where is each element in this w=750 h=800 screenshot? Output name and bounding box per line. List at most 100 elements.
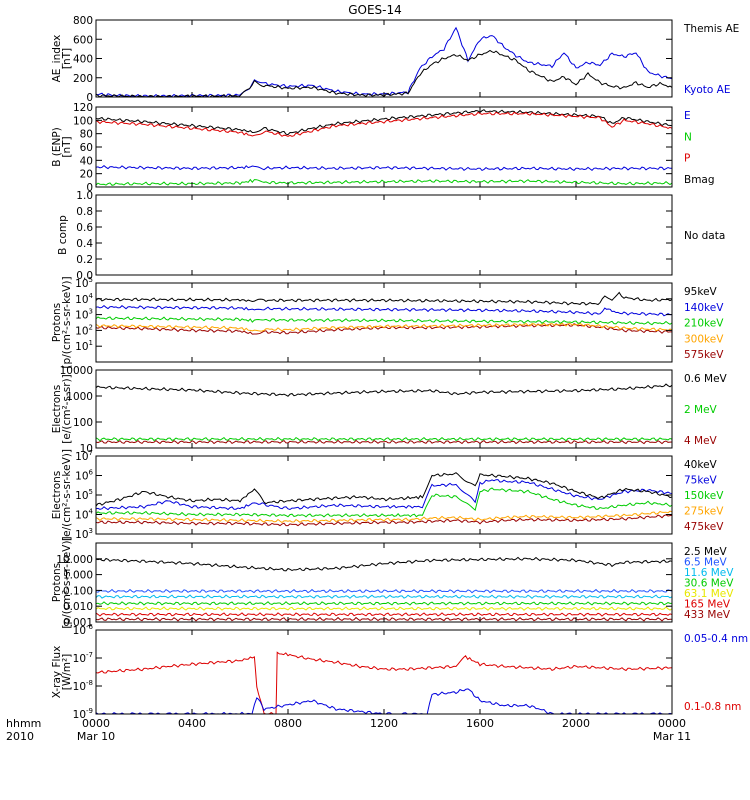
series-line-protons1-3 bbox=[95, 304, 672, 317]
y-axis-label: B comp bbox=[57, 215, 69, 255]
time-tick-label: 0000 bbox=[82, 717, 110, 730]
series-line-protons1-2 bbox=[95, 316, 673, 326]
legend-item: 63.1 MeV bbox=[684, 588, 734, 600]
series-line-b-0 bbox=[95, 109, 673, 136]
y-tick-label: 10 bbox=[80, 443, 93, 455]
y-axis-label: [p/(cm²-s-sr-keV)] bbox=[61, 276, 73, 368]
y-tick-label: 0 bbox=[86, 92, 93, 104]
series-line-protons2-4 bbox=[95, 594, 673, 599]
series-line-ae-1 bbox=[95, 49, 673, 98]
series-line-protons1-4 bbox=[95, 291, 673, 306]
panel-protons2: 0.001 0.010 0.100 1.000 10.000Protons[p/(cm²… bbox=[51, 536, 734, 629]
y-tick-label: 100 bbox=[73, 115, 93, 127]
panel-frame bbox=[95, 369, 673, 449]
series-line-b-1 bbox=[95, 111, 673, 137]
y-tick-label: 40 bbox=[80, 155, 93, 167]
series-line-b-3 bbox=[95, 164, 672, 172]
y-axis-label: Electrons bbox=[51, 385, 63, 434]
y-tick-label: 101 bbox=[75, 339, 93, 353]
y-tick-label: 105 bbox=[75, 488, 93, 502]
y-tick-label: 0.2 bbox=[76, 254, 93, 266]
y-tick-label: 0.8 bbox=[76, 206, 93, 218]
legend-item: 165 MeV bbox=[684, 599, 731, 611]
legend-item: 0.05-0.4 nm bbox=[684, 633, 748, 645]
y-tick-label: 1.0 bbox=[76, 190, 93, 202]
series-line-protons2-6 bbox=[95, 556, 673, 572]
legend-item: 4 MeV bbox=[684, 435, 718, 447]
y-tick-label: 0.0 bbox=[76, 270, 93, 282]
y-tick-label: 0.100 bbox=[63, 585, 93, 597]
legend-item: 40keV bbox=[684, 459, 718, 471]
panel-frame bbox=[95, 194, 673, 276]
series-line-electrons2-4 bbox=[95, 472, 673, 507]
series-line-ae-0 bbox=[95, 26, 673, 98]
legend-item: N bbox=[684, 131, 692, 143]
series-line-protons2-5 bbox=[95, 588, 673, 594]
y-tick-label: 20 bbox=[80, 169, 93, 181]
y-axis-label: Electrons bbox=[51, 471, 63, 520]
y-tick-label: 60 bbox=[80, 142, 93, 154]
series-line-electrons2-1 bbox=[95, 510, 673, 524]
legend-item: 475keV bbox=[684, 521, 724, 533]
y-tick-label: 102 bbox=[75, 323, 93, 337]
legend-item: 275keV bbox=[684, 506, 724, 518]
y-axis-label: [e/(cm²-s-sr)] bbox=[61, 374, 73, 443]
y-tick-label: 800 bbox=[73, 15, 93, 27]
panel-frame bbox=[95, 542, 673, 623]
date-label: Mar 11 bbox=[653, 730, 691, 743]
time-tick-label: 0800 bbox=[274, 717, 302, 730]
legend-item: 2 MeV bbox=[684, 404, 718, 416]
time-axis-prefix-top: hhmm bbox=[6, 717, 41, 730]
series-line-electrons2-0 bbox=[95, 514, 673, 527]
series-line-electrons1-0 bbox=[95, 439, 673, 445]
y-axis-label: [nT] bbox=[61, 48, 73, 69]
legend-item: Kyoto AE bbox=[684, 84, 730, 96]
y-tick-label: 10-8 bbox=[73, 679, 93, 693]
legend-item: 300keV bbox=[684, 333, 724, 345]
y-tick-label: 0.010 bbox=[63, 601, 93, 613]
series-line-electrons1-1 bbox=[95, 436, 673, 442]
time-tick-label: 2000 bbox=[562, 717, 590, 730]
panel-frame bbox=[95, 19, 673, 98]
legend-item: 0.1-0.8 nm bbox=[684, 701, 741, 713]
time-tick-label: 1600 bbox=[466, 717, 494, 730]
y-tick-label: 106 bbox=[75, 469, 93, 483]
y-axis-label: Protons bbox=[51, 563, 63, 602]
y-tick-label: 10-9 bbox=[73, 707, 93, 721]
date-label: Mar 10 bbox=[77, 730, 115, 743]
legend-item: 140keV bbox=[684, 302, 724, 314]
legend-item: 95keV bbox=[684, 286, 718, 298]
series-line-protons2-1 bbox=[95, 612, 673, 617]
y-axis-label: Protons bbox=[51, 303, 63, 342]
series-line-electrons1-2 bbox=[95, 383, 673, 397]
legend-item: 433 MeV bbox=[684, 609, 731, 621]
legend-item: Bmag bbox=[684, 174, 715, 186]
y-tick-label: 10000 bbox=[60, 365, 93, 377]
y-tick-label: 200 bbox=[73, 73, 93, 85]
y-tick-label: 100 bbox=[73, 417, 93, 429]
time-tick-label: 0400 bbox=[178, 717, 206, 730]
y-tick-label: 10.000 bbox=[56, 554, 93, 566]
time-axis: hhmm 2010 0000 0400 0800 1200 1600 2000 0000Ma… bbox=[6, 717, 691, 743]
legend-item: E bbox=[684, 110, 691, 122]
y-tick-label: 600 bbox=[73, 34, 93, 46]
y-tick-label: 120 bbox=[73, 102, 93, 114]
plot-title: GOES-14 bbox=[348, 3, 402, 17]
y-axis-label: X-ray Flux bbox=[51, 646, 63, 699]
y-tick-label: 107 bbox=[75, 449, 93, 463]
series-line-protons2-2 bbox=[95, 606, 673, 611]
y-tick-label: 1000 bbox=[66, 391, 93, 403]
y-axis-label: [e/(cm²-s-sr-keV)] bbox=[61, 449, 73, 541]
legend-item: No data bbox=[684, 230, 725, 242]
y-axis-label: AE_index bbox=[51, 35, 63, 83]
y-tick-label: 0.4 bbox=[76, 238, 93, 250]
series-line-electrons2-2 bbox=[95, 487, 673, 518]
legend-item: 11.6 MeV bbox=[684, 567, 734, 579]
panel-bcomp: 0.0 0.2 0.4 0.6 0.8 1.0 B comp No data bbox=[57, 190, 725, 282]
y-tick-label: 400 bbox=[73, 54, 93, 66]
y-tick-label: 0 bbox=[86, 182, 93, 194]
legend-item: 75keV bbox=[684, 475, 718, 487]
